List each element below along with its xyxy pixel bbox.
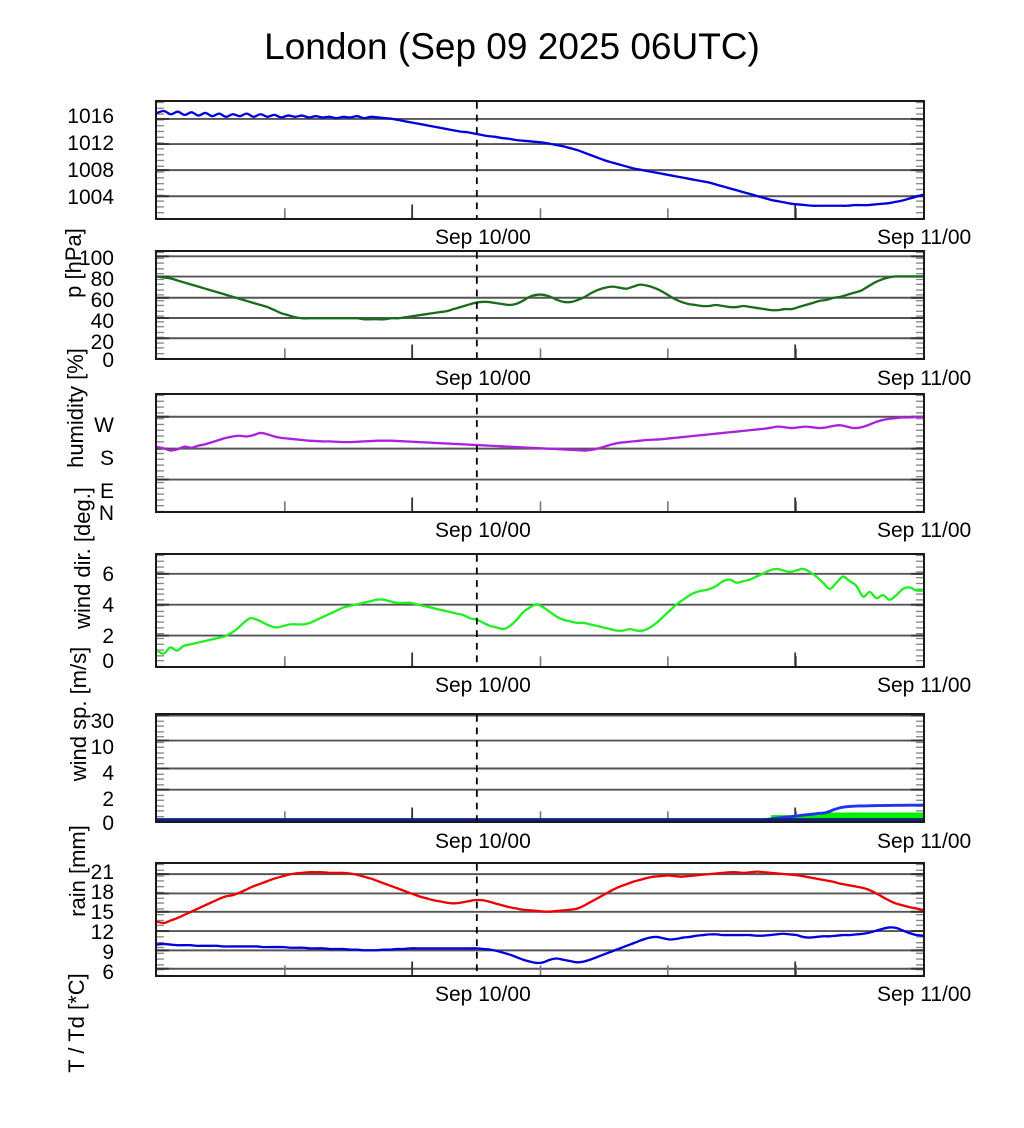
x-tick-label: Sep 10/00 — [435, 519, 531, 542]
plot-area-wind-direction[interactable] — [155, 393, 925, 513]
y-tick: 18 — [90, 881, 114, 904]
y-tick: 0 — [102, 650, 114, 673]
y-tick: 9 — [102, 941, 114, 964]
y-tick: 10 — [90, 736, 114, 759]
plot-area-humidity[interactable] — [155, 250, 925, 360]
y-ticks-rain: 30 10 4 2 0 — [28, 710, 114, 834]
y-tick: 1004 — [67, 186, 114, 209]
panel-rain: rain [mm] 30 10 4 2 0 Sep 10/00 Sep 11/0… — [0, 710, 1024, 917]
y-tick: 2 — [102, 625, 114, 648]
x-tick-label: Sep 10/00 — [435, 367, 531, 390]
y-tick: 100 — [78, 247, 114, 270]
y-ticks-humidity: 100 80 60 40 20 0 — [28, 247, 114, 371]
panel-wind-direction: wind dir. [deg.] W S E N Sep 10/00 Sep 1… — [0, 393, 1024, 629]
x-tick-label: Sep 10/00 — [435, 983, 531, 1006]
x-tick-label: Sep 10/00 — [435, 674, 531, 697]
y-tick: 2 — [102, 788, 114, 811]
y-tick: 12 — [90, 921, 114, 944]
y-tick: E — [99, 480, 114, 503]
x-tick-label: Sep 10/00 — [435, 830, 531, 853]
panel-pressure: p [hPa] 1016 1012 1008 1004 Sep 10/00 Se… — [0, 100, 1024, 298]
x-tick-label: Sep 11/00 — [877, 519, 972, 542]
y-tick: N — [98, 502, 114, 525]
x-tick-label: Sep 11/00 — [877, 983, 972, 1006]
y-tick: 0 — [102, 812, 114, 835]
y-tick: 21 — [90, 861, 114, 884]
y-tick: 1012 — [67, 132, 114, 155]
y-tick: 80 — [90, 268, 114, 291]
y-tick: 1016 — [67, 105, 114, 128]
y-tick: W — [94, 414, 114, 437]
y-ticks-pressure: 1016 1012 1008 1004 — [28, 100, 114, 220]
y-tick: 1008 — [67, 159, 114, 182]
x-tick-label: Sep 11/00 — [877, 226, 972, 249]
plot-area-wind-speed[interactable] — [155, 553, 925, 668]
y-tick: 15 — [90, 901, 114, 924]
y-tick: 30 — [90, 710, 114, 733]
x-tick-label: Sep 10/00 — [435, 226, 531, 249]
page-title: London (Sep 09 2025 06UTC) — [264, 26, 760, 67]
panel-humidity: humidity [%] 100 80 60 40 20 0 Sep 10/00… — [0, 247, 1024, 468]
y-tick: 60 — [90, 289, 114, 312]
plot-area-temperature[interactable] — [155, 862, 925, 977]
y-tick: 6 — [102, 563, 114, 586]
y-ticks-wind-direction: W S E N — [28, 393, 114, 524]
y-tick: 4 — [102, 762, 114, 785]
x-tick-label: Sep 11/00 — [877, 674, 972, 697]
y-tick: 40 — [90, 310, 114, 333]
panel-wind-speed: wind sp. [m/s] 6 4 2 0 Sep 10/00 Sep 11/… — [0, 553, 1024, 781]
y-ticks-wind-speed: 6 4 2 0 — [28, 553, 114, 672]
plot-area-rain[interactable] — [155, 713, 925, 823]
y-tick: 0 — [102, 349, 114, 372]
plot-area-pressure[interactable] — [155, 100, 925, 220]
x-tick-label: Sep 11/00 — [877, 367, 972, 390]
y-ticks-temperature: 21 18 15 12 9 6 — [28, 861, 114, 983]
y-tick: 4 — [102, 594, 114, 617]
x-tick-label: Sep 11/00 — [877, 830, 972, 853]
panel-temperature: T / Td [*C] 21 18 15 12 9 6 Sep 10/00 Se… — [0, 861, 1024, 1073]
y-tick: 20 — [90, 331, 114, 354]
y-tick: S — [99, 447, 114, 470]
y-tick: 6 — [102, 961, 114, 984]
